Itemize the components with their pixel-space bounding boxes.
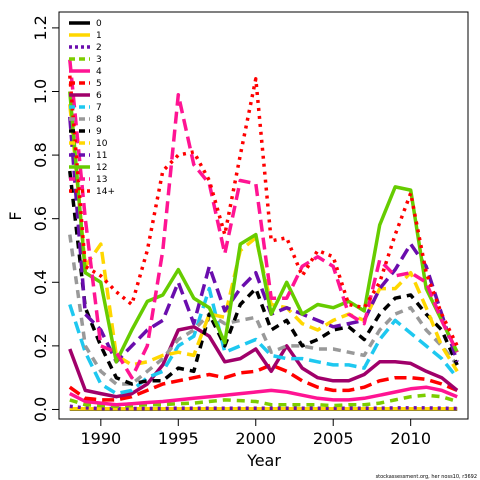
legend-label: 6 [96,91,102,101]
series-line-7 [68,286,459,396]
y-axis-title: F [6,211,25,220]
series-line-12 [68,91,459,364]
legend-label: 10 [96,139,108,149]
footnote: stockassessment.org, her noss10, r3692 [376,474,477,480]
x-tick-label: 1990 [80,429,121,448]
x-tick-label: 2005 [313,429,354,448]
y-tick-label: 1.0 [31,79,50,104]
legend-label: 14+ [96,187,115,197]
x-axis-title: Year [246,451,281,470]
legend-label: 1 [96,31,102,41]
legend-label: 9 [96,127,102,137]
series-line-8 [68,234,459,386]
legend-label: 2 [96,43,102,53]
y-tick-label: 0.0 [31,397,50,422]
legend-label: 7 [96,103,102,113]
legend-label: 3 [96,55,102,65]
legend-label: 5 [96,79,102,89]
legend-label: 4 [96,67,102,77]
legend-label: 13 [96,175,107,185]
x-tick-label: 1995 [158,429,199,448]
series-line-11 [68,116,459,364]
series-line-13 [68,59,459,380]
series-line-9 [68,170,459,386]
legend-label: 8 [96,115,102,125]
legend-label: 11 [96,151,107,161]
series-line-4 [69,385,458,407]
series-line-2 [69,404,458,411]
legend-label: 12 [96,163,107,173]
series-line-3 [69,393,458,409]
y-tick-label: 0.4 [31,270,50,295]
y-tick-label: 0.6 [31,206,50,231]
series-layer [68,59,459,411]
x-axis: 1990 1995 2000 2005 2010 [80,418,431,448]
x-tick-label: 2010 [390,429,431,448]
x-tick-label: 2000 [235,429,276,448]
y-tick-label: 1.2 [31,15,50,40]
legend-label: 0 [96,19,102,29]
y-tick-label: 0.8 [31,142,50,167]
y-axis: 0.0 0.2 0.4 0.6 0.8 1.0 1.2 [31,15,60,422]
series-line-5 [68,363,458,402]
y-tick-label: 0.2 [31,333,50,358]
series-line-6 [68,325,459,399]
